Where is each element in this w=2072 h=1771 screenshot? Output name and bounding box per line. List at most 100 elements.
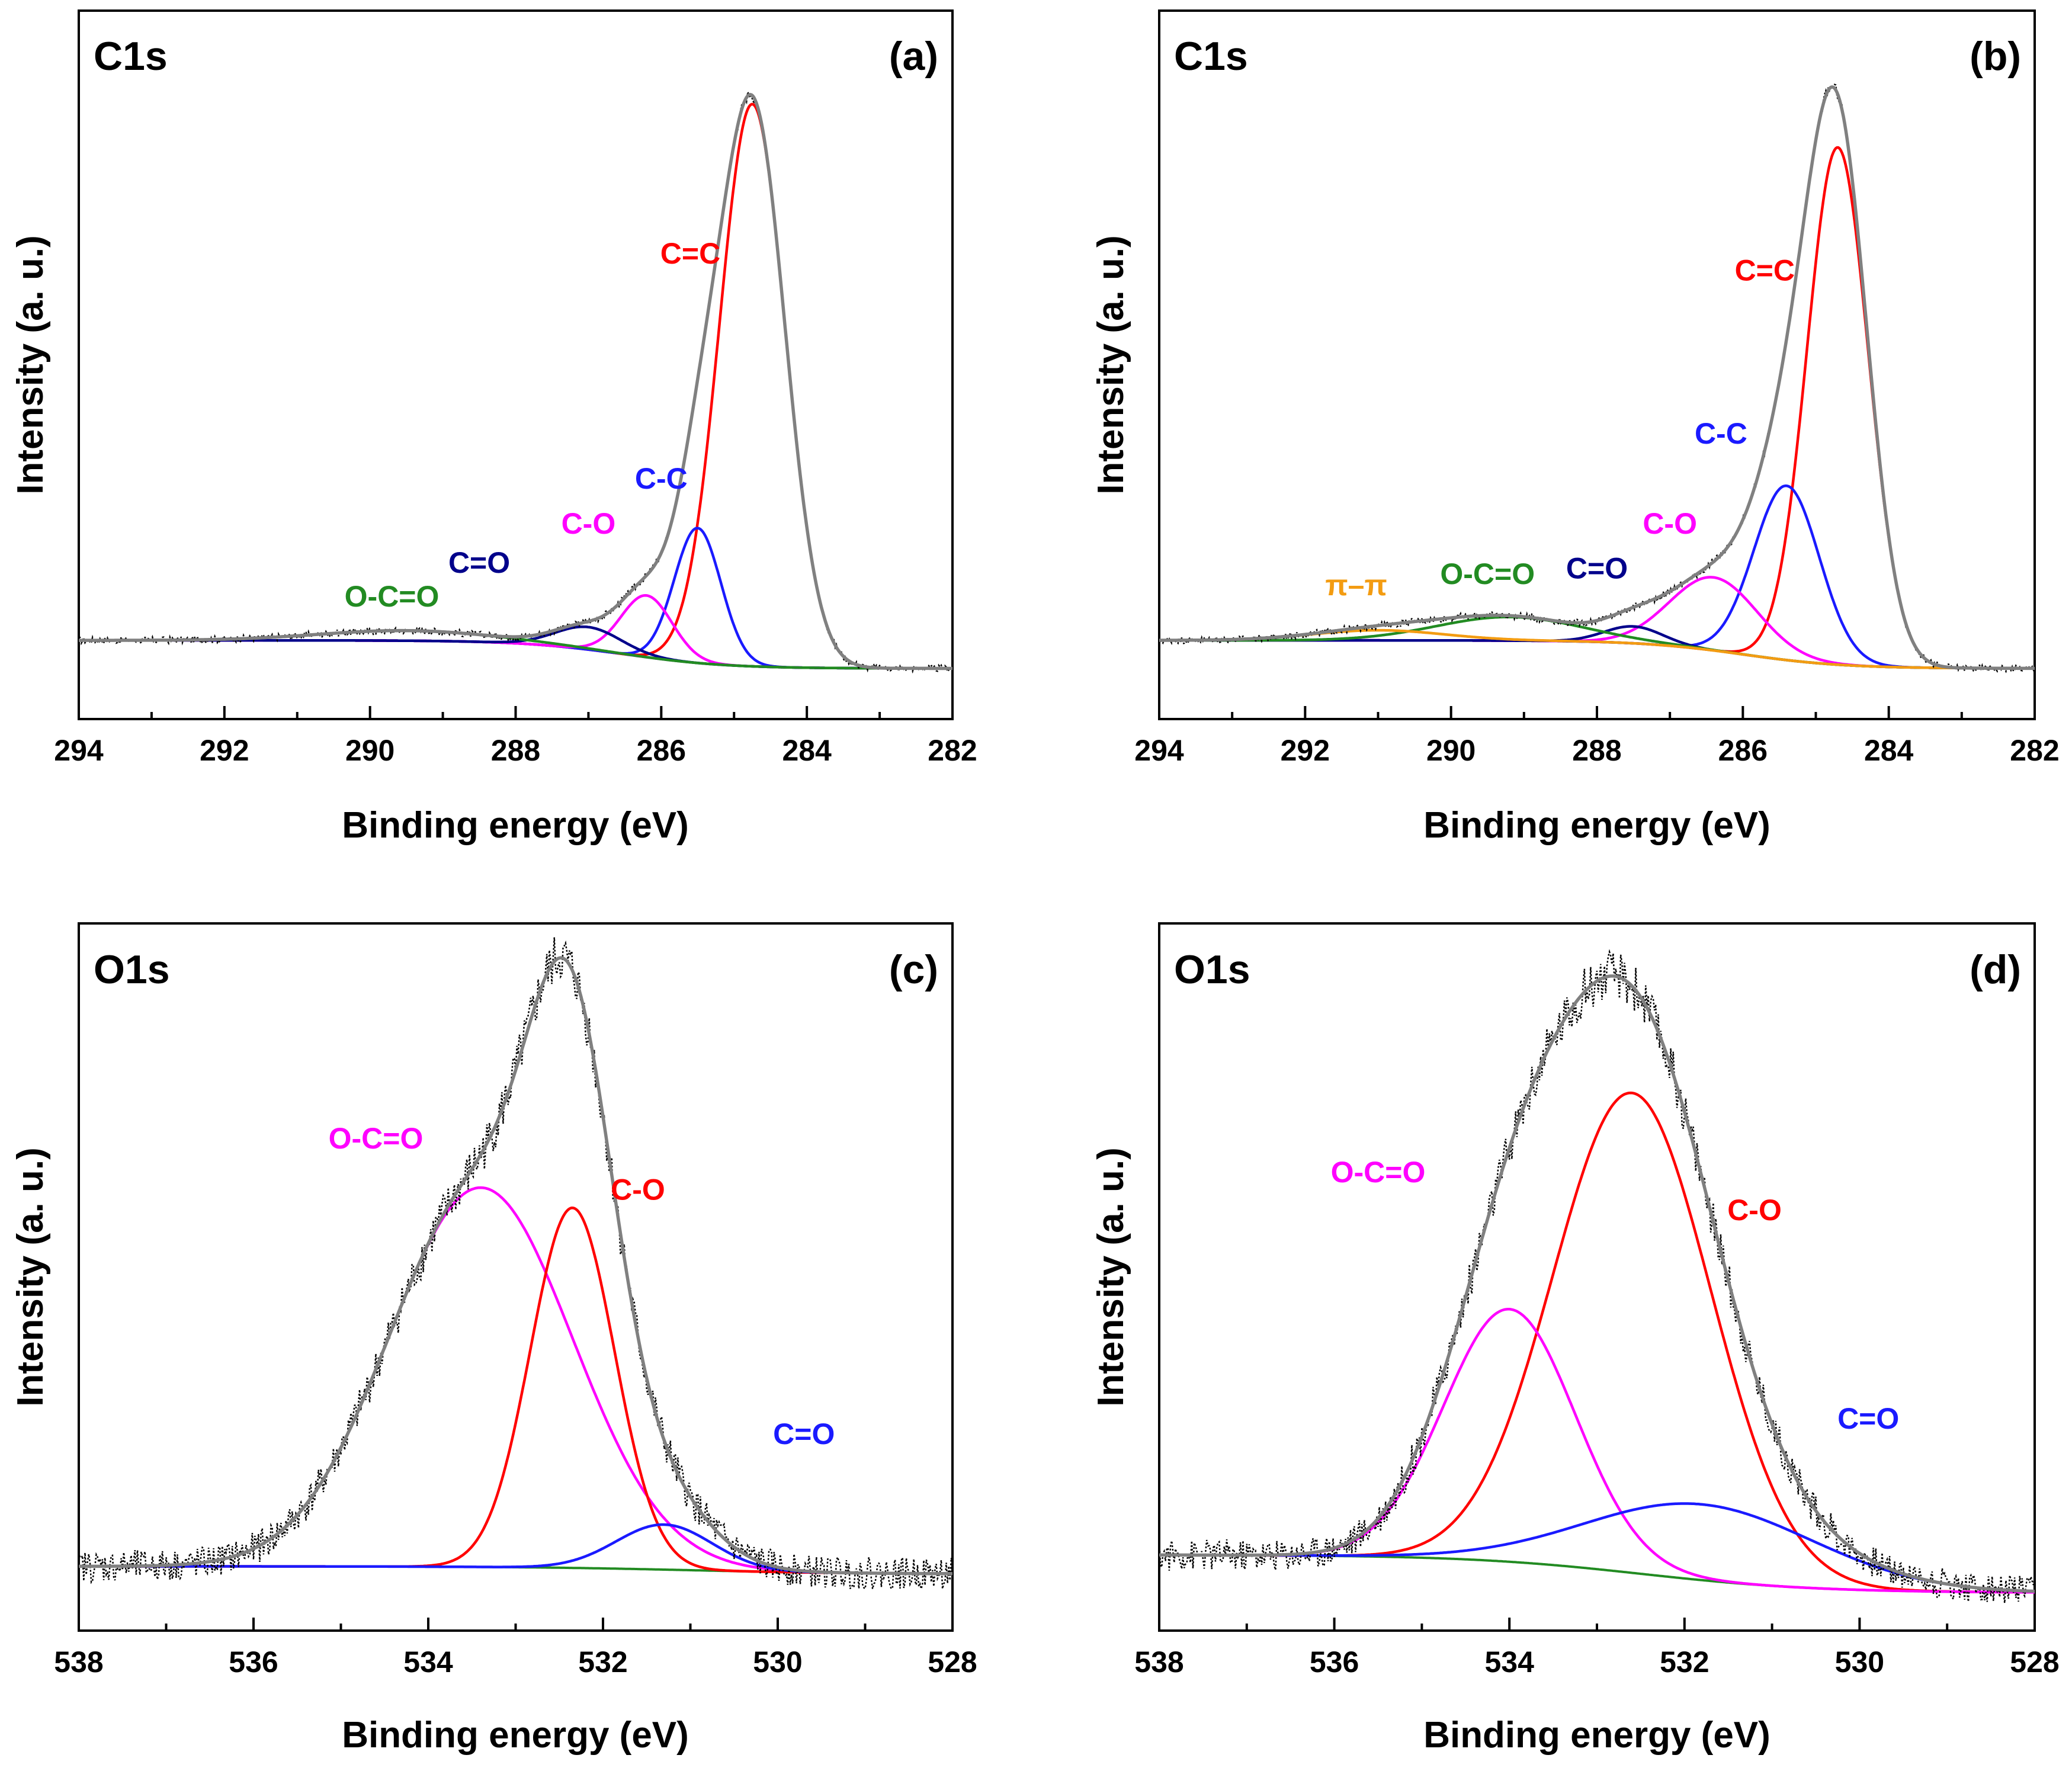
panel-letter-a: (a): [889, 34, 938, 79]
component-a-0: [79, 102, 952, 670]
envelope-fit-d: [1159, 974, 2035, 1593]
raw-data-c: [78, 937, 954, 1590]
peak-label-a-3: C=O: [448, 546, 510, 579]
peak-label-c-1: C-O: [611, 1173, 665, 1207]
x-tick-label-b-6: 282: [2010, 734, 2059, 767]
component-b-3: [1159, 625, 2035, 670]
panel-letter-d: (d): [1970, 947, 2021, 992]
panel-a: 294 292 290 288 286 284 282 C=CC-CC-OC=OO-C=O …: [10, 9, 977, 846]
yaxis-title-d: Intensity (a. u.): [1090, 1147, 1131, 1406]
peak-label-b-1: C-C: [1695, 417, 1747, 450]
x-tick-label-d-2: 534: [1484, 1645, 1534, 1679]
component-c-0: [79, 1186, 952, 1576]
component-c-1: [79, 1207, 952, 1576]
xaxis-title-d: Binding energy (eV): [1423, 1715, 1770, 1756]
element-label-b: C1s: [1174, 34, 1248, 79]
x-tick-label-a-6: 282: [928, 734, 977, 767]
x-tick-label-d-4: 530: [1835, 1645, 1884, 1679]
peak-labels-a: C=C C-C C-O C=OO-C=O: [345, 237, 721, 613]
tick-labels-b: 294 292 290 288 286 284 282: [1134, 734, 2059, 767]
raw-data-d: [1158, 949, 2036, 1603]
plot-frame-d: [1158, 922, 2036, 1632]
component-a-3: [79, 625, 952, 670]
baseline-b: [1159, 639, 2035, 670]
x-tick-label-b-2: 290: [1426, 734, 1476, 767]
tick-labels-d: 538 536 534 532 530 528: [1134, 1645, 2059, 1679]
x-tick-label-b-3: 288: [1572, 734, 1621, 767]
x-tick-label-a-5: 284: [782, 734, 832, 767]
x-tick-label-a-1: 292: [200, 734, 249, 767]
ticks-b: [1158, 706, 2036, 719]
component-d-1: [1159, 1308, 2035, 1594]
plot-frame-c: [78, 922, 954, 1632]
x-tick-label-c-3: 532: [578, 1645, 627, 1679]
x-tick-label-d-1: 536: [1310, 1645, 1359, 1679]
panel-d: 538 536 534 532 530 528 C-O O-C=O C=O O1s (d) B…: [1090, 922, 2060, 1756]
element-label-d: O1s: [1174, 947, 1250, 992]
component-a-1: [79, 527, 952, 670]
yaxis-title-c: Intensity (a. u.): [10, 1147, 51, 1406]
panel-c: 538 536 534 532 530 528 O-C=O C-O C=O O1s (c) B…: [10, 922, 977, 1756]
peak-labels-c: O-C=O C-O C=O: [329, 1122, 835, 1451]
peak-label-a-2: C-O: [562, 507, 616, 540]
traces-a: [78, 89, 953, 674]
ticks-a: [78, 706, 954, 719]
tick-labels-c: 538 536 534 532 530 528: [54, 1645, 977, 1679]
component-b-0: [1159, 146, 2035, 670]
peak-label-b-3: C=O: [1566, 552, 1628, 585]
component-d-0: [1159, 1091, 2035, 1594]
peak-label-d-1: O-C=O: [1331, 1156, 1426, 1189]
x-tick-label-d-0: 538: [1134, 1645, 1183, 1679]
panel-letter-c: (c): [889, 947, 938, 992]
yaxis-title-a: Intensity (a. u.): [10, 235, 51, 494]
component-d-2: [1159, 1502, 2035, 1593]
x-tick-label-b-4: 286: [1718, 734, 1768, 767]
peak-label-c-2: C=O: [773, 1417, 835, 1451]
x-tick-label-c-5: 528: [928, 1645, 977, 1679]
peak-label-b-5: π–π: [1325, 569, 1387, 602]
traces-d: [1158, 949, 2036, 1603]
x-tick-label-b-5: 284: [1864, 734, 1914, 767]
envelope-fit-a: [79, 92, 952, 670]
peak-label-b-2: C-O: [1643, 507, 1697, 540]
raw-data-a: [78, 89, 953, 674]
x-tick-label-b-0: 294: [1134, 734, 1184, 767]
xaxis-title-b: Binding energy (eV): [1423, 805, 1770, 846]
x-tick-label-a-0: 294: [54, 734, 104, 767]
envelope-fit-c: [79, 956, 952, 1576]
panel-b: 294 292 290 288 286 284 282 C=C C-C C-O C=O O-C=O π…: [1090, 9, 2060, 846]
peak-label-a-1: C-C: [635, 462, 688, 495]
x-tick-label-c-2: 534: [403, 1645, 453, 1679]
x-tick-label-c-1: 536: [229, 1645, 278, 1679]
xaxis-title-c: Binding energy (eV): [342, 1715, 689, 1756]
yaxis-title-b: Intensity (a. u.): [1090, 235, 1131, 494]
peak-label-a-4: O-C=O: [345, 580, 440, 613]
x-tick-label-a-2: 290: [345, 734, 394, 767]
peak-label-d-0: C-O: [1727, 1194, 1782, 1227]
panel-letter-b: (b): [1970, 34, 2021, 79]
peak-labels-b: C=C C-C C-O C=O O-C=O π–π: [1325, 254, 1795, 602]
x-tick-label-b-1: 292: [1281, 734, 1330, 767]
peak-label-c-0: O-C=O: [329, 1122, 424, 1155]
peak-label-b-0: C=C: [1735, 254, 1795, 287]
x-tick-label-d-3: 532: [1660, 1645, 1709, 1679]
tick-labels-a: 294 292 290 288 286 284 282: [54, 734, 977, 767]
peak-label-b-4: O-C=O: [1440, 557, 1535, 591]
x-tick-label-c-0: 538: [54, 1645, 103, 1679]
envelope-fit-b: [1159, 85, 2035, 670]
ticks-d: [1158, 1618, 2036, 1631]
element-label-c: O1s: [94, 947, 170, 992]
ticks-c: [78, 1618, 954, 1631]
x-tick-label-d-5: 528: [2010, 1645, 2059, 1679]
peak-labels-d: C-O O-C=O C=O: [1331, 1156, 1900, 1435]
x-tick-label-a-3: 288: [491, 734, 540, 767]
peak-label-d-2: C=O: [1837, 1402, 1899, 1435]
element-label-a: C1s: [94, 34, 168, 79]
component-b-2: [1159, 576, 2035, 670]
peak-label-a-0: C=C: [660, 237, 720, 270]
x-tick-label-c-4: 530: [753, 1645, 802, 1679]
xaxis-title-a: Binding energy (eV): [342, 805, 689, 846]
component-c-2: [79, 1523, 952, 1576]
traces-c: [78, 937, 954, 1590]
